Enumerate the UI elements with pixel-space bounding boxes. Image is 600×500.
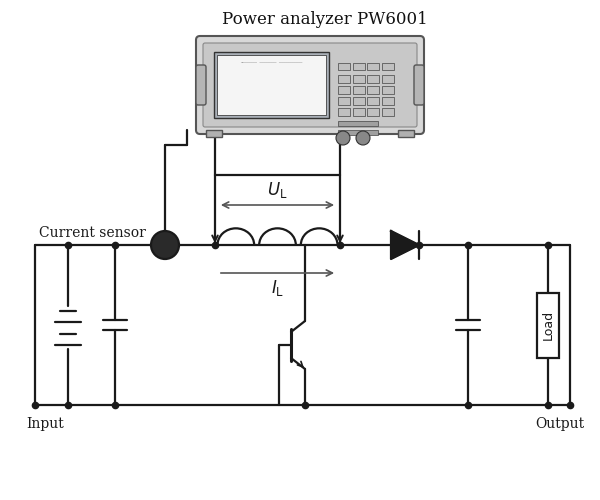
Bar (367, 63, 379, 70)
FancyBboxPatch shape (414, 65, 424, 105)
Text: Current sensor: Current sensor (39, 226, 146, 240)
Bar (382, 86, 394, 94)
Bar (537, 292, 559, 358)
Bar (338, 97, 350, 105)
Bar (382, 108, 394, 116)
Bar (338, 121, 378, 126)
Bar (206, 130, 222, 137)
Text: Load: Load (542, 310, 554, 340)
Bar (338, 108, 350, 116)
Bar (382, 75, 394, 83)
FancyBboxPatch shape (196, 36, 424, 134)
Bar (353, 86, 365, 94)
Text: ________  ________  ___________: ________ ________ ___________ (241, 58, 302, 62)
FancyBboxPatch shape (196, 65, 206, 105)
Text: Output: Output (535, 417, 584, 431)
Bar (353, 75, 365, 83)
Bar (353, 63, 365, 70)
Bar (367, 97, 379, 105)
Bar (217, 55, 326, 115)
Bar (398, 130, 414, 137)
Circle shape (356, 131, 370, 145)
Text: Power analyzer PW6001: Power analyzer PW6001 (222, 11, 428, 28)
Bar (382, 97, 394, 105)
Bar (353, 108, 365, 116)
Text: $I_\mathsf{L}$: $I_\mathsf{L}$ (271, 278, 284, 298)
Bar (367, 108, 379, 116)
Bar (338, 63, 350, 70)
Circle shape (336, 131, 350, 145)
FancyBboxPatch shape (203, 43, 417, 127)
Bar (367, 75, 379, 83)
Bar (367, 86, 379, 94)
Polygon shape (391, 231, 419, 259)
Bar (338, 75, 350, 83)
Circle shape (151, 231, 179, 259)
Bar (338, 130, 378, 135)
Bar (338, 86, 350, 94)
Bar (214, 52, 329, 118)
Text: Input: Input (26, 417, 64, 431)
Bar (382, 63, 394, 70)
Bar (353, 97, 365, 105)
Text: $U_\mathsf{L}$: $U_\mathsf{L}$ (267, 180, 288, 200)
